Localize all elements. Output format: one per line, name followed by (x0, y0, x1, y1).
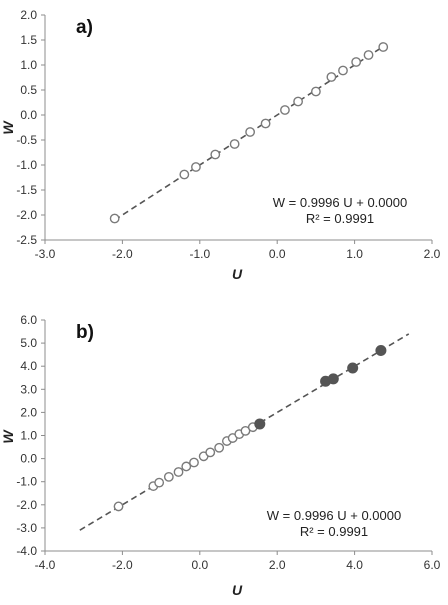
y-tick-label: -3.0 (16, 521, 37, 535)
y-tick-label: 4.0 (20, 359, 37, 373)
data-point-open (109, 213, 120, 224)
data-point-open (191, 162, 201, 172)
y-tick-label: -2.0 (16, 498, 37, 512)
data-point-open (351, 57, 362, 67)
y-tick-label: 3.0 (20, 382, 37, 396)
x-axis-label: U (232, 266, 243, 282)
x-tick-label: -2.0 (112, 558, 133, 572)
data-point-open (210, 149, 221, 160)
data-point-open (326, 72, 337, 82)
data-point-open (280, 105, 290, 115)
y-tick-label: 0.0 (20, 452, 37, 466)
x-tick-label: -1.0 (189, 247, 210, 261)
data-point-open (310, 86, 321, 97)
data-point-open (181, 461, 192, 472)
chart-panel-b: -4.0 -2.0 0.0 2.0 4.0 6.0 -4.0 -3.0 -2.0 -1.0 0.0 1… (0, 313, 441, 598)
panel-label: b) (76, 322, 94, 343)
data-point-open (154, 477, 165, 488)
data-point-open (260, 118, 271, 129)
y-tick-label: -1.0 (16, 158, 37, 172)
y-tick-label: -2.5 (16, 233, 37, 247)
y-tick-label: 1.0 (20, 58, 37, 72)
y-axis-label: W (0, 120, 16, 135)
y-tick-label: -0.5 (16, 133, 37, 147)
data-point-filled (375, 344, 387, 356)
data-point-open (179, 169, 190, 180)
r-squared-label: R² = 0.9991 (306, 211, 374, 226)
y-tick-label: 0.5 (20, 83, 37, 97)
data-point-open (245, 127, 256, 137)
data-point-open (163, 471, 174, 482)
y-axis-label: W (0, 429, 16, 444)
data-point-open (363, 50, 374, 60)
x-tick-label: 4.0 (346, 558, 363, 572)
x-tick-label: 6.0 (424, 558, 441, 572)
y-tick-label: 0.0 (20, 108, 37, 122)
data-point-open (229, 139, 240, 149)
x-tick-label: -3.0 (35, 247, 56, 261)
data-point-filled (347, 362, 359, 374)
x-tick-label: 0.0 (269, 247, 286, 261)
regression-equation: W = 0.9996 U + 0.0000 (267, 508, 401, 523)
chart-panel-a: -3.0 -2.0 -1.0 0.0 1.0 2.0 -2.5 -2.0 -1.5 -1.0 -0.… (0, 8, 441, 282)
x-tick-label: -4.0 (35, 558, 56, 572)
y-tick-label: 1.5 (20, 33, 37, 47)
y-tick-label: -2.0 (16, 208, 37, 222)
x-tick-label: 0.0 (191, 558, 208, 572)
panel-label: a) (76, 17, 93, 38)
y-tick-label: 2.0 (20, 405, 37, 419)
data-point-open (214, 442, 225, 453)
x-tick-label: 2.0 (424, 247, 441, 261)
y-tick-label: -1.5 (16, 183, 37, 197)
data-point-filled (327, 373, 339, 385)
y-tick-label: -1.0 (16, 475, 37, 489)
data-point-open (338, 65, 348, 76)
y-tick-label: 5.0 (20, 336, 37, 350)
x-tick-label: 1.0 (346, 247, 363, 261)
y-tick-label: 1.0 (20, 429, 37, 443)
y-tick-label: -4.0 (16, 544, 37, 558)
y-tick-label: 2.0 (20, 8, 37, 22)
r-squared-label: R² = 0.9991 (300, 524, 368, 539)
data-point-open (378, 42, 389, 52)
data-point-open (293, 96, 303, 107)
data-point-open (113, 501, 124, 512)
data-point-filled (254, 418, 266, 430)
data-point-open (173, 467, 184, 477)
y-tick-label: 6.0 (20, 313, 37, 327)
x-axis-label: U (232, 582, 243, 598)
data-point-open (205, 447, 216, 458)
x-tick-label: 2.0 (269, 558, 286, 572)
x-tick-label: -2.0 (112, 247, 133, 261)
data-point-open (189, 457, 199, 468)
regression-equation: W = 0.9996 U + 0.0000 (273, 195, 407, 210)
